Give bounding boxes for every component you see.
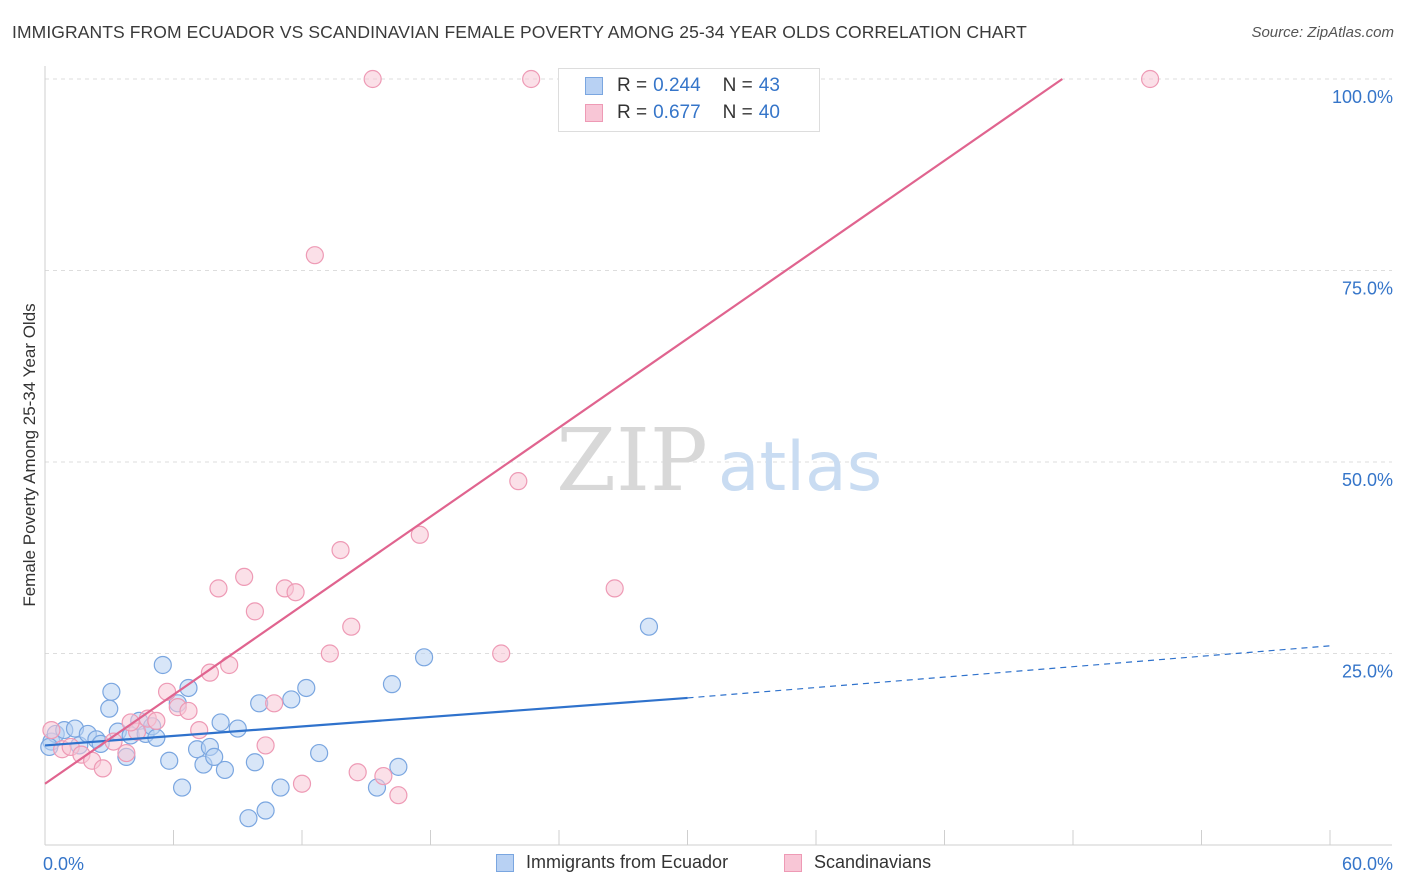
ecuador-point	[297, 678, 316, 698]
legend-n-value: 40	[758, 102, 780, 123]
ecuador-trend-line	[44, 696, 688, 747]
gridlines	[45, 78, 1392, 654]
legend-swatch-pink	[784, 853, 802, 872]
scandinavians-point	[410, 525, 429, 544]
scandinavians-point	[93, 759, 112, 778]
scandinavians-point	[245, 602, 264, 621]
source-credit: Source: ZipAtlas.com	[1251, 24, 1394, 41]
legend-swatch-blue	[496, 853, 514, 872]
scandinavians-point	[292, 774, 312, 793]
x-tick-label: 60.0%	[1342, 854, 1393, 874]
watermark: ZIP atlas	[556, 411, 882, 511]
scandinavians-point	[342, 617, 361, 636]
ecuador-point	[639, 617, 659, 636]
legend-r-value: 0.244	[653, 75, 701, 96]
ecuador-point	[282, 690, 301, 709]
x-tick-label: 0.0%	[43, 854, 84, 874]
trend-lines	[44, 78, 1331, 785]
ecuador-point	[215, 760, 234, 780]
ecuador-point	[382, 675, 402, 694]
series-scandinavians-points	[42, 69, 1160, 805]
scandinavians-point	[509, 472, 528, 491]
ecuador-point	[179, 678, 198, 698]
scandinavians-point	[522, 69, 541, 89]
scandinavians-point	[1140, 69, 1160, 89]
ecuador-point	[245, 753, 264, 772]
scandinavians-point	[374, 766, 393, 786]
ecuador-point	[102, 682, 121, 701]
scandinavians-trend-line	[44, 78, 1063, 785]
scandinavians-point	[42, 720, 61, 740]
legend-n-label: N =	[722, 75, 753, 96]
ecuador-point	[228, 719, 247, 738]
scandinavians-point	[265, 694, 284, 713]
scandinavians-point	[348, 763, 367, 782]
chart-title: IMMIGRANTS FROM ECUADOR VS SCANDINAVIAN …	[12, 22, 1027, 42]
legend-r-value: 0.677	[653, 102, 701, 123]
scandinavians-point	[190, 720, 209, 740]
watermark-zip: ZIP	[556, 411, 708, 511]
legend-item-ecuador: Immigrants from Ecuador	[496, 852, 728, 873]
y-axis-label: Female Poverty Among 25-34 Year Olds	[20, 303, 39, 607]
scandinavians-point	[235, 567, 254, 587]
scandinavians-point	[117, 743, 136, 763]
legend-row-ecuador: R = 0.244 N = 43	[585, 75, 780, 97]
scandinavians-point	[389, 786, 408, 805]
ecuador-point	[271, 778, 290, 797]
ecuador-trend-extension	[687, 645, 1331, 699]
y-tick-label: 100.0%	[1332, 87, 1393, 107]
legend-label-ecuador: Immigrants from Ecuador	[526, 852, 729, 872]
ecuador-point	[153, 655, 172, 675]
ecuador-point	[256, 801, 275, 820]
ecuador-point	[211, 713, 230, 732]
legend-n-value: 43	[758, 75, 780, 96]
series-legend: Immigrants from Ecuador Scandinavians	[0, 852, 1406, 876]
tick-labels: 25.0% 50.0% 75.0% 100.0% 0.0% 60.0%	[43, 87, 1393, 874]
scandinavians-point	[363, 69, 382, 89]
scandinavians-point	[331, 540, 350, 560]
legend-swatch-blue	[585, 77, 603, 95]
scandinavians-point	[286, 583, 305, 602]
ecuador-point	[239, 809, 258, 828]
scandinavians-point	[256, 736, 275, 755]
scandinavians-point	[305, 246, 324, 265]
scandinavians-point	[200, 663, 220, 682]
legend-n-label: N =	[722, 102, 753, 123]
ecuador-point	[310, 743, 329, 763]
scandinavians-point	[147, 711, 166, 731]
legend-r-label: R =	[617, 102, 648, 123]
legend-row-scandinavians: R = 0.677 N = 40	[585, 102, 780, 124]
scandinavians-point	[605, 579, 624, 598]
ecuador-point	[414, 648, 434, 667]
axes	[44, 66, 1392, 846]
watermark-atlas: atlas	[718, 428, 882, 507]
scandinavians-point	[492, 644, 511, 663]
ecuador-point	[205, 747, 224, 767]
y-tick-label: 25.0%	[1342, 662, 1393, 682]
ecuador-point	[100, 699, 119, 718]
ecuador-point	[160, 751, 179, 770]
legend-r-label: R =	[617, 75, 648, 96]
legend-label-scandinavians: Scandinavians	[814, 852, 932, 872]
scandinavians-point	[209, 579, 228, 598]
correlation-legend: R = 0.244 N = 43 R = 0.677 N = 40	[558, 68, 820, 132]
y-tick-label: 50.0%	[1342, 470, 1393, 490]
legend-item-scandinavians: Scandinavians	[784, 852, 931, 873]
ecuador-point	[389, 757, 408, 776]
scandinavians-point	[320, 644, 339, 663]
legend-swatch-pink	[585, 104, 603, 122]
scandinavians-point	[179, 701, 198, 721]
scandinavians-point	[157, 682, 177, 701]
ecuador-point	[172, 778, 192, 797]
y-tick-label: 75.0%	[1342, 279, 1393, 299]
